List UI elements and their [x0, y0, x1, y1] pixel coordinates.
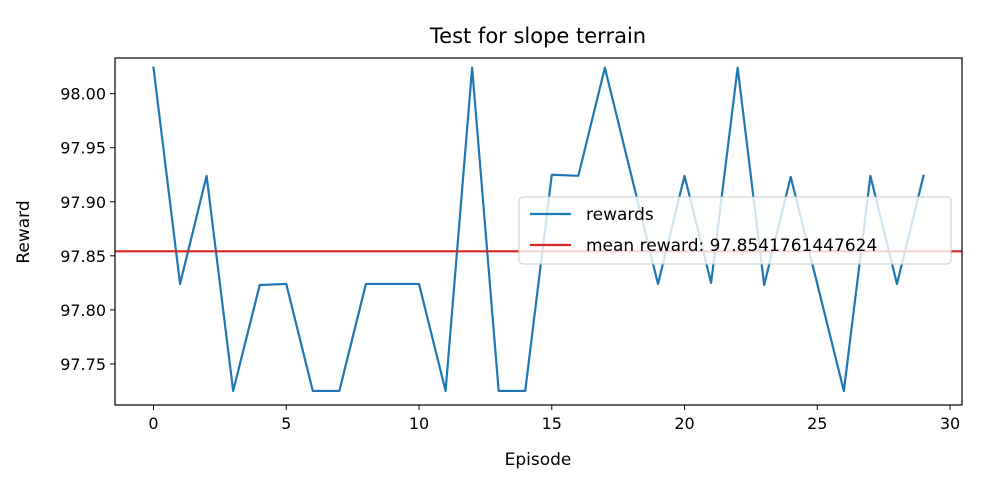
y-tick-label: 97.75 [60, 355, 106, 374]
legend-label-mean-reward: mean reward: 97.8541761447624 [586, 236, 877, 256]
legend-label-rewards: rewards [586, 205, 654, 225]
x-tick-label: 30 [940, 414, 960, 433]
x-axis-label: Episode [505, 450, 572, 470]
x-tick-label: 20 [674, 414, 694, 433]
series-line-rewards [152, 66, 925, 393]
y-tick-label: 98.00 [60, 85, 106, 104]
x-tick-label: 5 [281, 414, 291, 433]
x-tick-label: 15 [542, 414, 562, 433]
legend-box [518, 196, 952, 265]
y-tick-label: 97.95 [60, 139, 106, 158]
x-tick-label: 10 [409, 414, 429, 433]
legend: rewards mean reward: 97.8541761447624 [518, 196, 952, 265]
plot-frame [114, 57, 963, 406]
y-axis-label: Reward [14, 200, 34, 263]
y-tick-label: 97.85 [60, 247, 106, 266]
chart-title: Test for slope terrain [429, 24, 646, 48]
y-tick-label: 97.80 [60, 301, 106, 320]
x-tick-label: 25 [807, 414, 827, 433]
x-tick-label: 0 [148, 414, 158, 433]
y-tick-label: 97.90 [60, 193, 106, 212]
